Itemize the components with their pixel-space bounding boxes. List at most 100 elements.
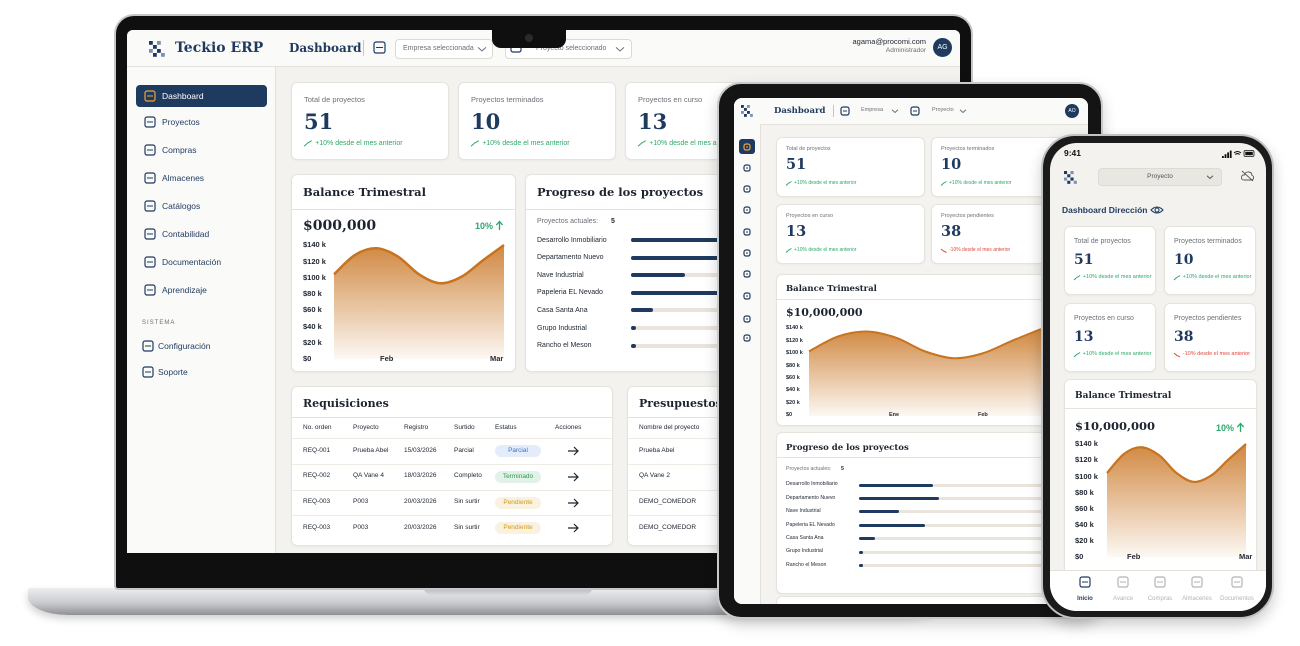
nav-item[interactable]: Proyectos [136, 111, 267, 133]
nav-item[interactable]: Catálogos [136, 195, 267, 217]
kpi-label: Proyectos en curso [786, 213, 834, 219]
nav-item[interactable]: Contabilidad [136, 223, 267, 245]
y-tick-label: $100 k [303, 272, 326, 282]
project-name: Desarrollo Inmobiliario [537, 236, 607, 244]
company-select[interactable]: Empresa seleccionada [395, 39, 493, 59]
user-email: agama@procomi.com [852, 37, 926, 46]
icon [840, 106, 850, 116]
progress-track [859, 537, 1059, 541]
nav-item[interactable] [739, 139, 755, 154]
icon-shape [1079, 576, 1091, 588]
icon[interactable] [743, 270, 751, 278]
project-select[interactable]: Proyecto [1098, 168, 1222, 186]
y-tick-label: $140 k [303, 240, 326, 250]
tab[interactable]: Avance [1103, 573, 1143, 609]
action-arrow[interactable] [568, 498, 579, 508]
balance-title: Balance Trimestral [1075, 391, 1172, 401]
chevron-line [615, 47, 625, 52]
action-arrow[interactable] [568, 523, 579, 533]
progress-fill [631, 255, 739, 260]
icon [144, 90, 156, 102]
cell: 15/03/2026 [404, 446, 437, 454]
nav-item[interactable]: Almacenes [136, 167, 267, 189]
avatar[interactable]: AO [1065, 104, 1079, 118]
battery-level [1245, 151, 1253, 156]
cell: Prueba Abel [639, 446, 675, 454]
tab[interactable]: Almacenes [1177, 573, 1217, 609]
nav-item[interactable]: Compras [136, 139, 267, 161]
y-tick-label: $20 k [303, 337, 322, 347]
icon [1117, 576, 1129, 588]
trend-line [1173, 275, 1181, 281]
icon[interactable] [743, 206, 751, 214]
project-select-text: Proyecto seleccionado [536, 45, 607, 52]
logo-block [153, 53, 157, 57]
count-label: Proyectos actuales: [537, 218, 599, 225]
y-tick-label: $120 k [786, 337, 803, 344]
project-name: Rancho el Meson [786, 561, 827, 568]
company-select[interactable]: Empresa [861, 107, 884, 113]
card-title: Presupuestos [639, 397, 722, 410]
project-name: Nave Industrial [786, 508, 821, 515]
balance-amount: $10,000,000 [786, 306, 863, 319]
icon[interactable] [743, 315, 751, 323]
nav-label: Proyectos [162, 117, 200, 127]
chevron [891, 109, 899, 114]
icon[interactable] [743, 249, 751, 257]
logo-block [153, 45, 157, 49]
icon-shape [743, 334, 751, 342]
kpi-label: Proyectos pendientes [941, 213, 994, 219]
tab[interactable]: Inicio [1065, 573, 1105, 609]
card-divider [292, 209, 515, 210]
kpi-label: Total de proyectos [786, 146, 831, 152]
tab[interactable]: Compras [1140, 573, 1180, 609]
icon[interactable] [743, 185, 751, 193]
y-tick-label: $100 k [786, 350, 803, 357]
nav-item[interactable]: Configuración [136, 335, 267, 357]
trend-line [303, 140, 312, 147]
trend-icon [637, 140, 646, 147]
kpi-delta: +10% desde el mes anterior [794, 180, 857, 186]
icon [1154, 576, 1166, 588]
action-arrow[interactable] [568, 472, 579, 482]
status-pill: Pendiente [495, 522, 541, 535]
avatar[interactable]: AG [933, 38, 952, 57]
icon-shape [1191, 576, 1203, 588]
icon-shape [144, 144, 156, 156]
icon[interactable] [743, 292, 751, 300]
tab[interactable]: Documentos [1217, 573, 1257, 609]
cell: REQ-001 [303, 446, 331, 454]
nav-item[interactable]: Aprendizaje [136, 279, 267, 301]
tab-label: Compras [1147, 596, 1173, 602]
cell: 20/03/2026 [404, 523, 437, 531]
kpi-delta: +10% desde el mes anterior [1082, 274, 1152, 280]
row-divider [292, 463, 612, 465]
icon[interactable] [743, 164, 751, 172]
y-tick-label: $120 k [1075, 455, 1098, 465]
cell: QA Vane 2 [639, 472, 670, 480]
action-arrow[interactable] [568, 446, 579, 456]
y-tick-label: $140 k [1075, 439, 1098, 449]
progress-title: Progreso de los proyectos [537, 185, 704, 199]
project-name: Grupo Industrial [537, 324, 587, 332]
icon[interactable] [743, 334, 751, 342]
eye-icon[interactable] [1150, 205, 1164, 215]
card-divider [777, 299, 1088, 300]
nav-item[interactable]: Documentación [136, 251, 267, 273]
icon-shape [910, 106, 920, 116]
icon-shape [144, 200, 156, 212]
project-select[interactable]: Proyecto [932, 107, 954, 113]
kpi-delta: -10% desde el mes anterior [1182, 351, 1251, 357]
icon [1191, 576, 1203, 588]
logo-block [1067, 180, 1071, 184]
icon-shape [743, 315, 751, 323]
nav-item[interactable]: Dashboard [136, 85, 267, 107]
icon-shape [1117, 576, 1129, 588]
status-pill: Parcial [495, 445, 541, 457]
nav-item[interactable]: Soporte [136, 361, 267, 383]
trend-icon [785, 181, 792, 186]
icon[interactable] [743, 228, 751, 236]
camera-notch [492, 30, 566, 48]
progress-title: Progreso de los proyectos [786, 443, 909, 453]
row-divider [292, 515, 612, 517]
